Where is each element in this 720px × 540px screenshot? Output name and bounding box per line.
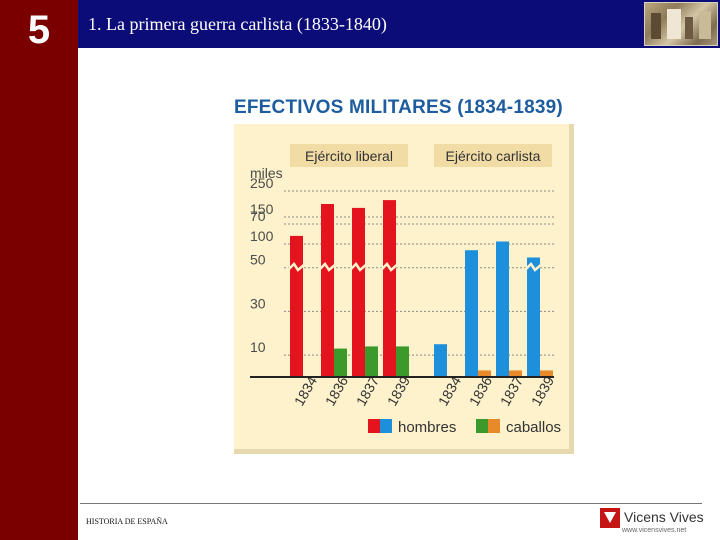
bar-0-hombres-1839 bbox=[383, 200, 396, 377]
legend-label-hombres: hombres bbox=[398, 419, 456, 436]
x-tick-label-1837: 1837 bbox=[497, 373, 527, 408]
group-header-bg bbox=[434, 144, 552, 167]
y-tick-label-100: 100 bbox=[250, 228, 274, 244]
axis-break-mark bbox=[524, 262, 543, 272]
y-tick-label-70: 70 bbox=[250, 208, 266, 224]
publisher-logo: Vicens Vives www.vicensvives.net bbox=[600, 506, 712, 538]
group-header-1: Ejército carlista bbox=[446, 148, 541, 164]
x-tick-label-1834: 1834 bbox=[435, 373, 465, 408]
axis-break-mark bbox=[349, 262, 368, 272]
bar-1-hombres-1834 bbox=[434, 344, 447, 377]
legend-label-caballos: caballos bbox=[506, 419, 561, 436]
y-tick-label-150: 150 bbox=[250, 201, 274, 217]
y-unit-label: miles bbox=[250, 165, 283, 181]
legend-swatch-hombres-0 bbox=[368, 419, 380, 433]
header-illustration bbox=[644, 2, 718, 46]
legend-swatch-hombres-1 bbox=[380, 419, 392, 433]
bar-0-hombres-1837 bbox=[352, 207, 365, 377]
bar-1-caballos-1837 bbox=[509, 370, 522, 377]
y-tick-label-30: 30 bbox=[250, 295, 266, 311]
axis-break-mark bbox=[380, 262, 399, 272]
x-tick-label-1839: 1839 bbox=[384, 373, 414, 408]
x-tick-label-1836: 1836 bbox=[322, 373, 352, 408]
bar-1-caballos-1836 bbox=[478, 370, 491, 377]
legend-swatch-caballos-0 bbox=[476, 419, 488, 433]
group-header-0: Ejército liberal bbox=[305, 148, 393, 164]
chapter-sidebar bbox=[0, 0, 78, 540]
group-header-bg bbox=[290, 144, 408, 167]
x-tick-label-1839: 1839 bbox=[528, 373, 558, 408]
bar-0-hombres-1836 bbox=[321, 204, 334, 377]
slide-title: 1. La primera guerra carlista (1833-1840… bbox=[88, 14, 387, 34]
y-tick-label-250: 250 bbox=[250, 175, 274, 191]
x-tick-label-1834: 1834 bbox=[291, 373, 321, 408]
chart-panel: 10 30 50 70 100 150 250 miles Ejército liberal Ej… bbox=[234, 124, 574, 454]
bar-1-hombres-1836 bbox=[465, 250, 478, 377]
bar-0-caballos-1836 bbox=[334, 348, 347, 377]
chart-title: EFECTIVOS MILITARES (1834-1839) bbox=[234, 97, 563, 118]
bar-1-hombres-1837 bbox=[496, 241, 509, 377]
publisher-name: Vicens Vives bbox=[624, 509, 704, 525]
bar-1-caballos-1839 bbox=[540, 370, 553, 377]
chapter-number: 5 bbox=[27, 8, 51, 52]
logo-v-icon bbox=[600, 508, 620, 528]
y-tick-label-50: 50 bbox=[250, 252, 266, 268]
axis-break-mark bbox=[287, 262, 306, 272]
footer-subject: HISTORIA DE ESPAÑA bbox=[86, 517, 168, 526]
legend-swatch-caballos-1 bbox=[488, 419, 500, 433]
header-bar bbox=[78, 0, 720, 48]
y-tick-label-10: 10 bbox=[250, 339, 266, 355]
x-tick-label-1836: 1836 bbox=[466, 373, 496, 408]
footer-divider bbox=[80, 503, 702, 504]
bar-0-caballos-1837 bbox=[365, 346, 378, 377]
bar-1-hombres-1839 bbox=[527, 257, 540, 377]
publisher-url: www.vicensvives.net bbox=[622, 527, 687, 534]
x-tick-label-1837: 1837 bbox=[353, 373, 383, 408]
bar-0-caballos-1839 bbox=[396, 346, 409, 377]
axis-break-mark bbox=[318, 262, 337, 272]
bar-0-hombres-1834 bbox=[290, 235, 303, 377]
